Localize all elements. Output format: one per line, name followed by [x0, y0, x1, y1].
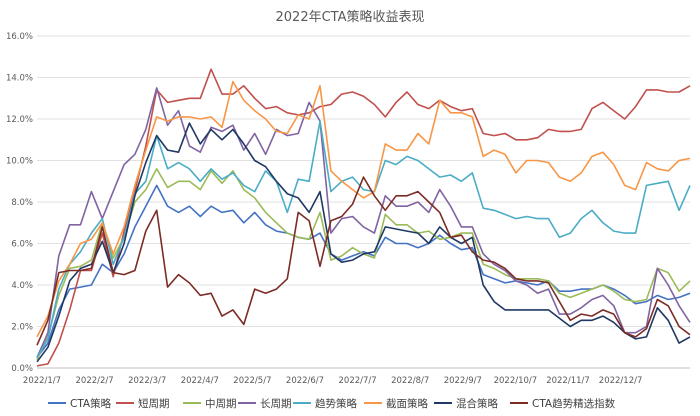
x-tick-label: 2022/5/7: [233, 376, 271, 386]
legend-label: 短周期: [138, 397, 170, 410]
x-tick-label: 2022/8/7: [391, 376, 429, 386]
x-tick-label: 2022/1/7: [23, 376, 61, 386]
legend-label: 长周期: [260, 398, 292, 410]
x-tick-label: 2022/7/7: [339, 376, 377, 386]
legend-item: 截面策略: [364, 397, 428, 410]
legend-item: 短周期: [116, 397, 170, 410]
y-tick-label: 14.0%: [6, 74, 33, 84]
legend-item: CTA策略: [48, 397, 112, 410]
y-tick-label: 8.0%: [11, 198, 33, 208]
x-tick-label: 2022/9/7: [444, 376, 482, 386]
y-tick-label: 10.0%: [6, 157, 33, 167]
legend-label: CTA策略: [70, 397, 112, 410]
series-line-4: [36, 120, 691, 359]
x-tick-label: 2022/11/7: [546, 376, 590, 386]
series-line-0: [36, 184, 691, 359]
y-tick-label: 6.0%: [11, 240, 33, 250]
series-line-5: [36, 80, 691, 338]
x-tick-label: 2022/3/7: [128, 376, 166, 386]
legend: CTA策略 短周期 中周期 长周期 趋势策略 截面策略 混合策略 CTA趋势精选指数: [48, 397, 616, 410]
legend-item: CTA趋势精选指数: [510, 397, 616, 410]
legend-label: 截面策略: [386, 397, 428, 410]
series-line-1: [36, 68, 691, 367]
x-tick-label: 2022/12/7: [599, 376, 643, 386]
legend-label: 中周期: [205, 397, 237, 410]
legend-label: 趋势策略: [315, 397, 357, 410]
x-tick-label: 2022/6/7: [286, 376, 324, 386]
x-tick-label: 2022/10/7: [494, 376, 538, 386]
legend-item: 长周期: [238, 398, 292, 410]
legend-item: 混合策略: [434, 397, 498, 410]
x-tick-label: 2022/4/7: [181, 376, 219, 386]
legend-label: 混合策略: [456, 397, 498, 410]
y-tick-label: 2.0%: [11, 323, 33, 333]
series-line-6: [36, 122, 691, 363]
y-tick-label: 12.0%: [6, 115, 33, 125]
series-lines: [36, 68, 691, 367]
chart-title: 2022年CTA策略收益表现: [276, 9, 425, 25]
series-line-7: [36, 176, 691, 346]
y-tick-label: 0.0%: [11, 364, 33, 374]
y-tick-label: 4.0%: [11, 281, 33, 291]
x-axis: 2022/1/7 2022/2/7 2022/3/7 2022/4/7 2022/5/7…: [23, 367, 690, 386]
legend-item: 趋势策略: [293, 397, 357, 410]
legend-label: CTA趋势精选指数: [532, 397, 616, 410]
series-line-3: [36, 87, 691, 358]
y-axis: 0.0% 2.0% 4.0% 6.0% 8.0% 10.0% 12.0% 14.0% 16.0%: [6, 32, 33, 374]
legend-item: 中周期: [183, 397, 237, 410]
x-tick-label: 2022/2/7: [76, 376, 114, 386]
y-tick-label: 16.0%: [6, 32, 33, 42]
